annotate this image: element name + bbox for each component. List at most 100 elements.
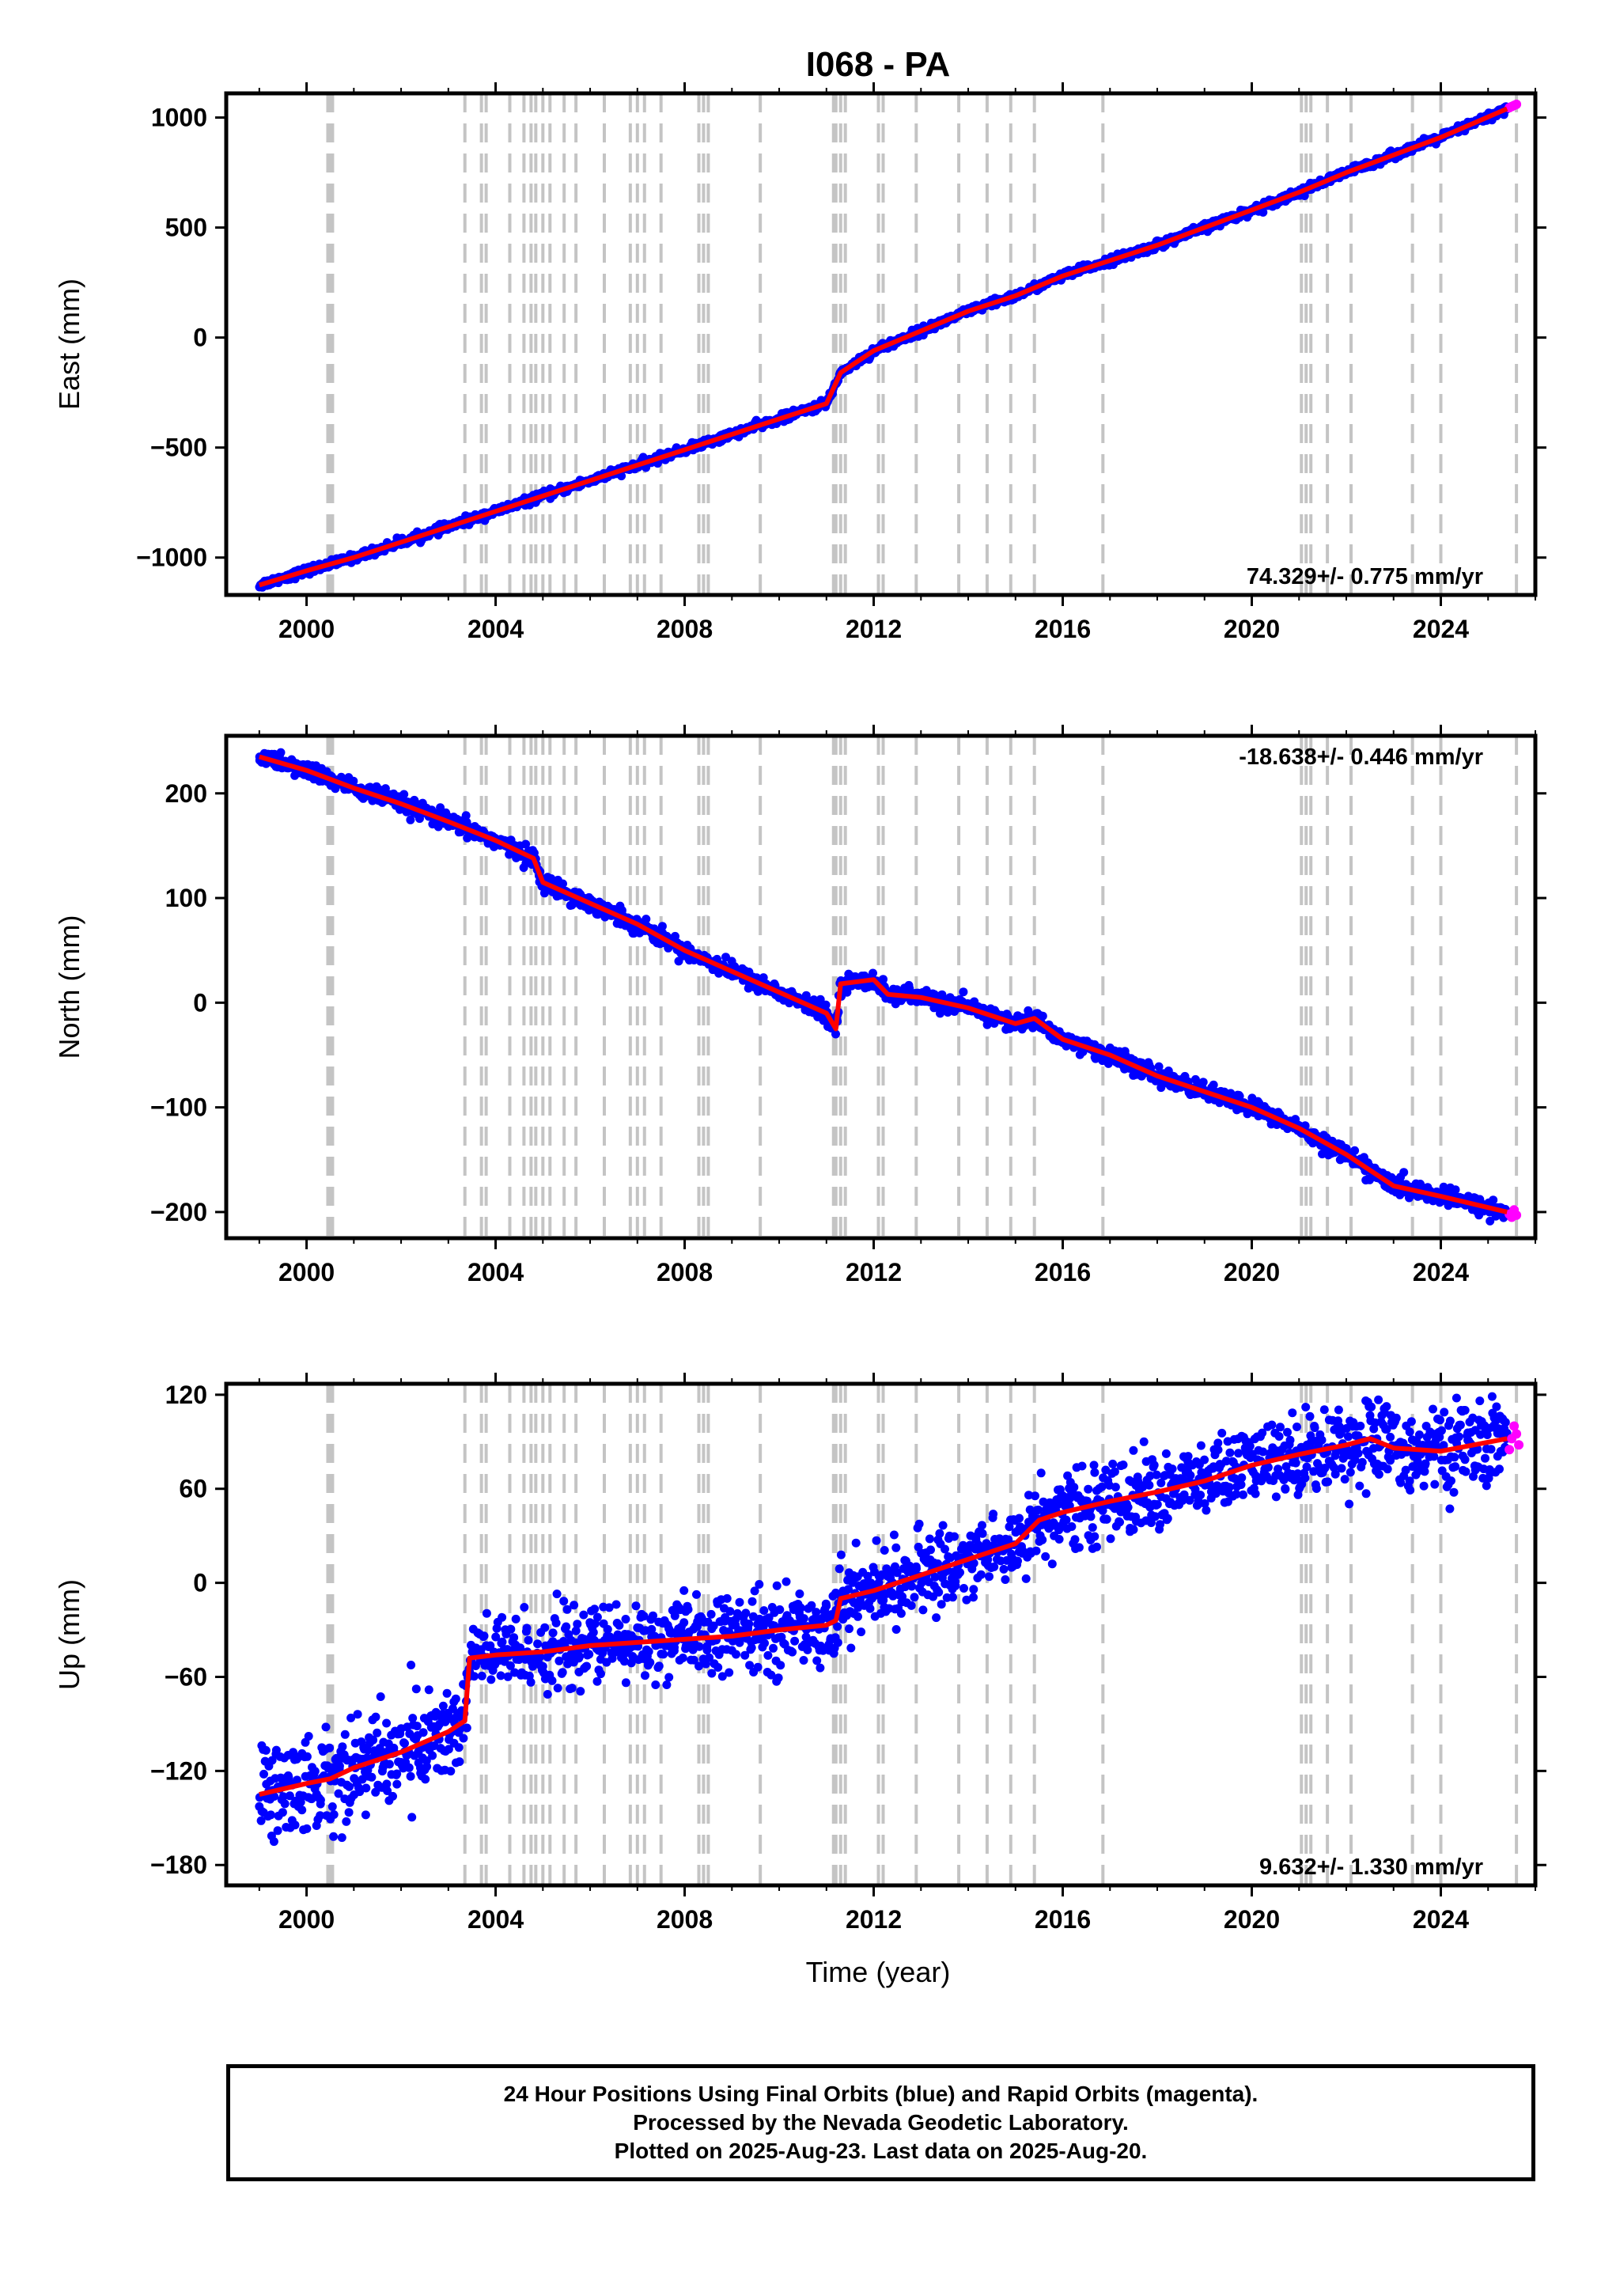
data-point	[607, 1654, 617, 1663]
y-tick-label: 0	[193, 988, 207, 1017]
data-point	[355, 1787, 365, 1797]
data-point	[380, 784, 390, 794]
data-point	[654, 1661, 664, 1671]
data-point	[1486, 1216, 1495, 1226]
data-point	[844, 1585, 853, 1594]
x-tick-label: 2020	[1224, 1258, 1280, 1286]
data-point	[1086, 1512, 1096, 1521]
plot-frame	[224, 733, 1538, 1241]
data-point	[799, 1614, 808, 1623]
data-point	[415, 814, 424, 824]
data-point	[345, 1782, 354, 1791]
data-point	[645, 1658, 655, 1667]
data-point	[833, 1622, 842, 1631]
data-point	[346, 1713, 356, 1722]
data-point	[349, 776, 358, 786]
data-point	[717, 1672, 727, 1681]
data-point	[722, 1593, 732, 1603]
data-point	[962, 1595, 971, 1605]
data-point	[498, 1637, 507, 1646]
y-tick-label: −100	[150, 1093, 207, 1122]
data-point	[1034, 1506, 1043, 1514]
data-point	[644, 1647, 653, 1656]
data-point	[671, 931, 679, 941]
data-point	[1063, 1471, 1073, 1480]
data-point	[769, 1643, 778, 1653]
data-point	[329, 1810, 339, 1819]
data-point	[533, 1639, 543, 1649]
data-point	[511, 1614, 520, 1623]
data-point	[302, 1824, 312, 1833]
data-point	[705, 1653, 714, 1662]
data-point	[969, 1559, 978, 1568]
data-point	[782, 1577, 791, 1586]
data-point	[1074, 1543, 1084, 1552]
data-point	[321, 1722, 331, 1732]
data-point	[459, 1733, 468, 1743]
data-point	[367, 1772, 377, 1782]
data-point	[516, 1643, 525, 1653]
data-point	[938, 1521, 948, 1530]
data-point	[892, 1568, 902, 1578]
data-point	[1198, 1078, 1208, 1087]
data-point	[589, 1627, 598, 1637]
data-point	[361, 1783, 371, 1793]
data-point	[880, 1546, 889, 1555]
data-point	[482, 1608, 491, 1618]
data-point	[1062, 1515, 1071, 1525]
data-point	[626, 1658, 636, 1668]
data-point	[865, 1604, 875, 1613]
y-tick-label: 500	[165, 214, 207, 242]
data-point	[304, 1732, 313, 1741]
data-point	[575, 1652, 585, 1661]
data-point	[1489, 1195, 1498, 1205]
data-point	[266, 1810, 275, 1820]
data-point	[344, 1808, 354, 1817]
data-point	[553, 1684, 562, 1693]
data-point	[1015, 1514, 1024, 1523]
data-point	[388, 1791, 397, 1801]
data-point	[551, 1618, 561, 1627]
data-point	[1013, 1556, 1022, 1566]
data-point	[554, 1656, 564, 1665]
data-point	[373, 1728, 382, 1737]
data-point	[585, 1650, 594, 1659]
data-point	[571, 1626, 581, 1635]
data-point	[872, 1536, 881, 1545]
data-point	[407, 1661, 416, 1669]
data-point	[422, 1762, 432, 1771]
gps-timeseries-figure: I068 - PA Time (year) 2000 2004 2008 2012 20…	[53, 45, 1546, 1988]
data-point	[732, 1650, 740, 1659]
data-point	[775, 1605, 785, 1614]
data-point	[285, 1791, 294, 1801]
data-point	[788, 1647, 797, 1657]
data-point	[917, 1578, 926, 1588]
data-point	[692, 1589, 701, 1599]
data-point	[302, 1752, 312, 1761]
x-tick-label: 2016	[1035, 1258, 1091, 1286]
x-tick-label: 2008	[657, 1258, 713, 1286]
data-point	[382, 1718, 392, 1728]
data-point	[639, 1612, 649, 1621]
data-point	[1077, 1461, 1087, 1471]
data-point	[948, 1593, 957, 1602]
data-point	[744, 1620, 754, 1628]
data-point	[267, 1756, 277, 1765]
data-point	[562, 1622, 571, 1631]
data-point	[930, 1572, 940, 1582]
data-point	[891, 1625, 901, 1634]
data-point	[256, 1816, 266, 1825]
data-point	[1235, 1092, 1244, 1101]
data-point	[559, 1597, 569, 1606]
data-point	[1001, 1575, 1010, 1584]
data-point	[662, 1680, 672, 1689]
data-point	[444, 1745, 453, 1754]
data-point	[677, 1627, 687, 1637]
data-point	[1097, 1482, 1107, 1491]
data-point	[959, 1584, 968, 1593]
velocity-rate-label: 74.329+/- 0.775 mm/yr	[1247, 564, 1483, 589]
data-point	[1098, 1506, 1107, 1515]
data-point	[340, 1730, 350, 1739]
data-point	[1021, 1574, 1031, 1583]
data-point	[821, 1000, 831, 1010]
